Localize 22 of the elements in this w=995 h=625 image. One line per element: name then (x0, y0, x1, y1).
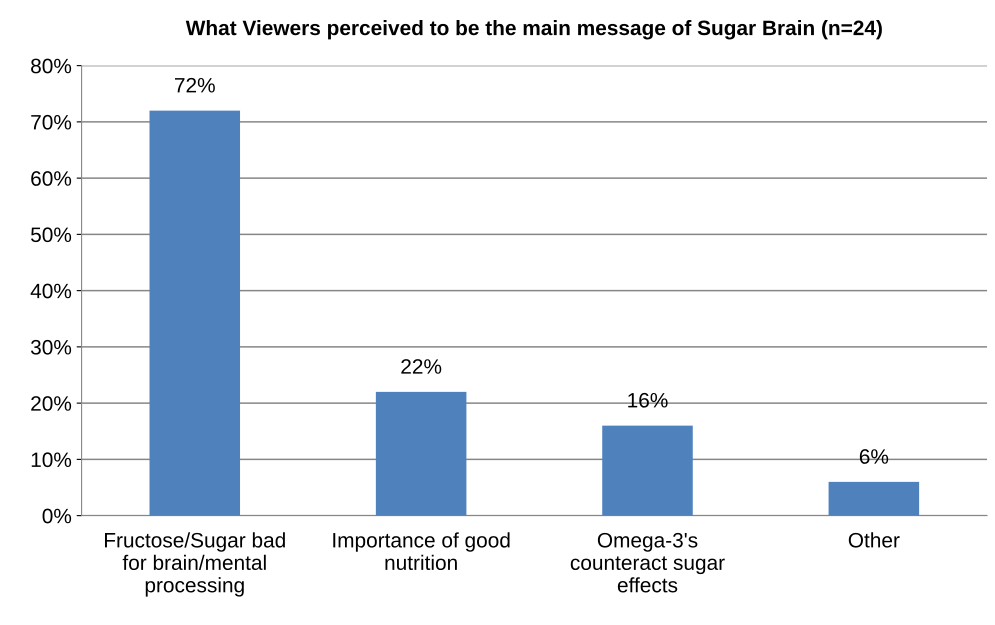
y-tick-label: 50% (31, 227, 72, 242)
y-tick-label: 70% (31, 114, 72, 130)
chart-title: What Viewers perceived to be the main message of Sugar Brain (n=24) (186, 20, 882, 40)
y-tick-label: 30% (30, 340, 72, 355)
x-tick-label: Omega-3's counteract sugar effects (570, 532, 725, 592)
bar (602, 426, 693, 516)
y-tick-label: 10% (32, 452, 72, 468)
bar (150, 110, 240, 516)
data-label: 72% (174, 78, 215, 93)
y-tick-label: 60% (31, 171, 72, 186)
data-label: 22% (401, 359, 442, 374)
bar (828, 482, 920, 516)
x-tick-label: Fructose/Sugar bad for brain/mental processing (105, 532, 285, 597)
x-tick-label: Other (848, 532, 900, 548)
data-label: 16% (628, 392, 668, 408)
data-label: 6% (860, 449, 888, 464)
y-tick-label: 40% (30, 284, 72, 298)
bar (376, 392, 466, 516)
y-tick-label: 0% (42, 508, 72, 524)
y-tick-label: 20% (31, 396, 72, 411)
x-tick-label: Importance of good nutrition (333, 532, 510, 570)
y-tick-label: 80% (31, 58, 72, 74)
